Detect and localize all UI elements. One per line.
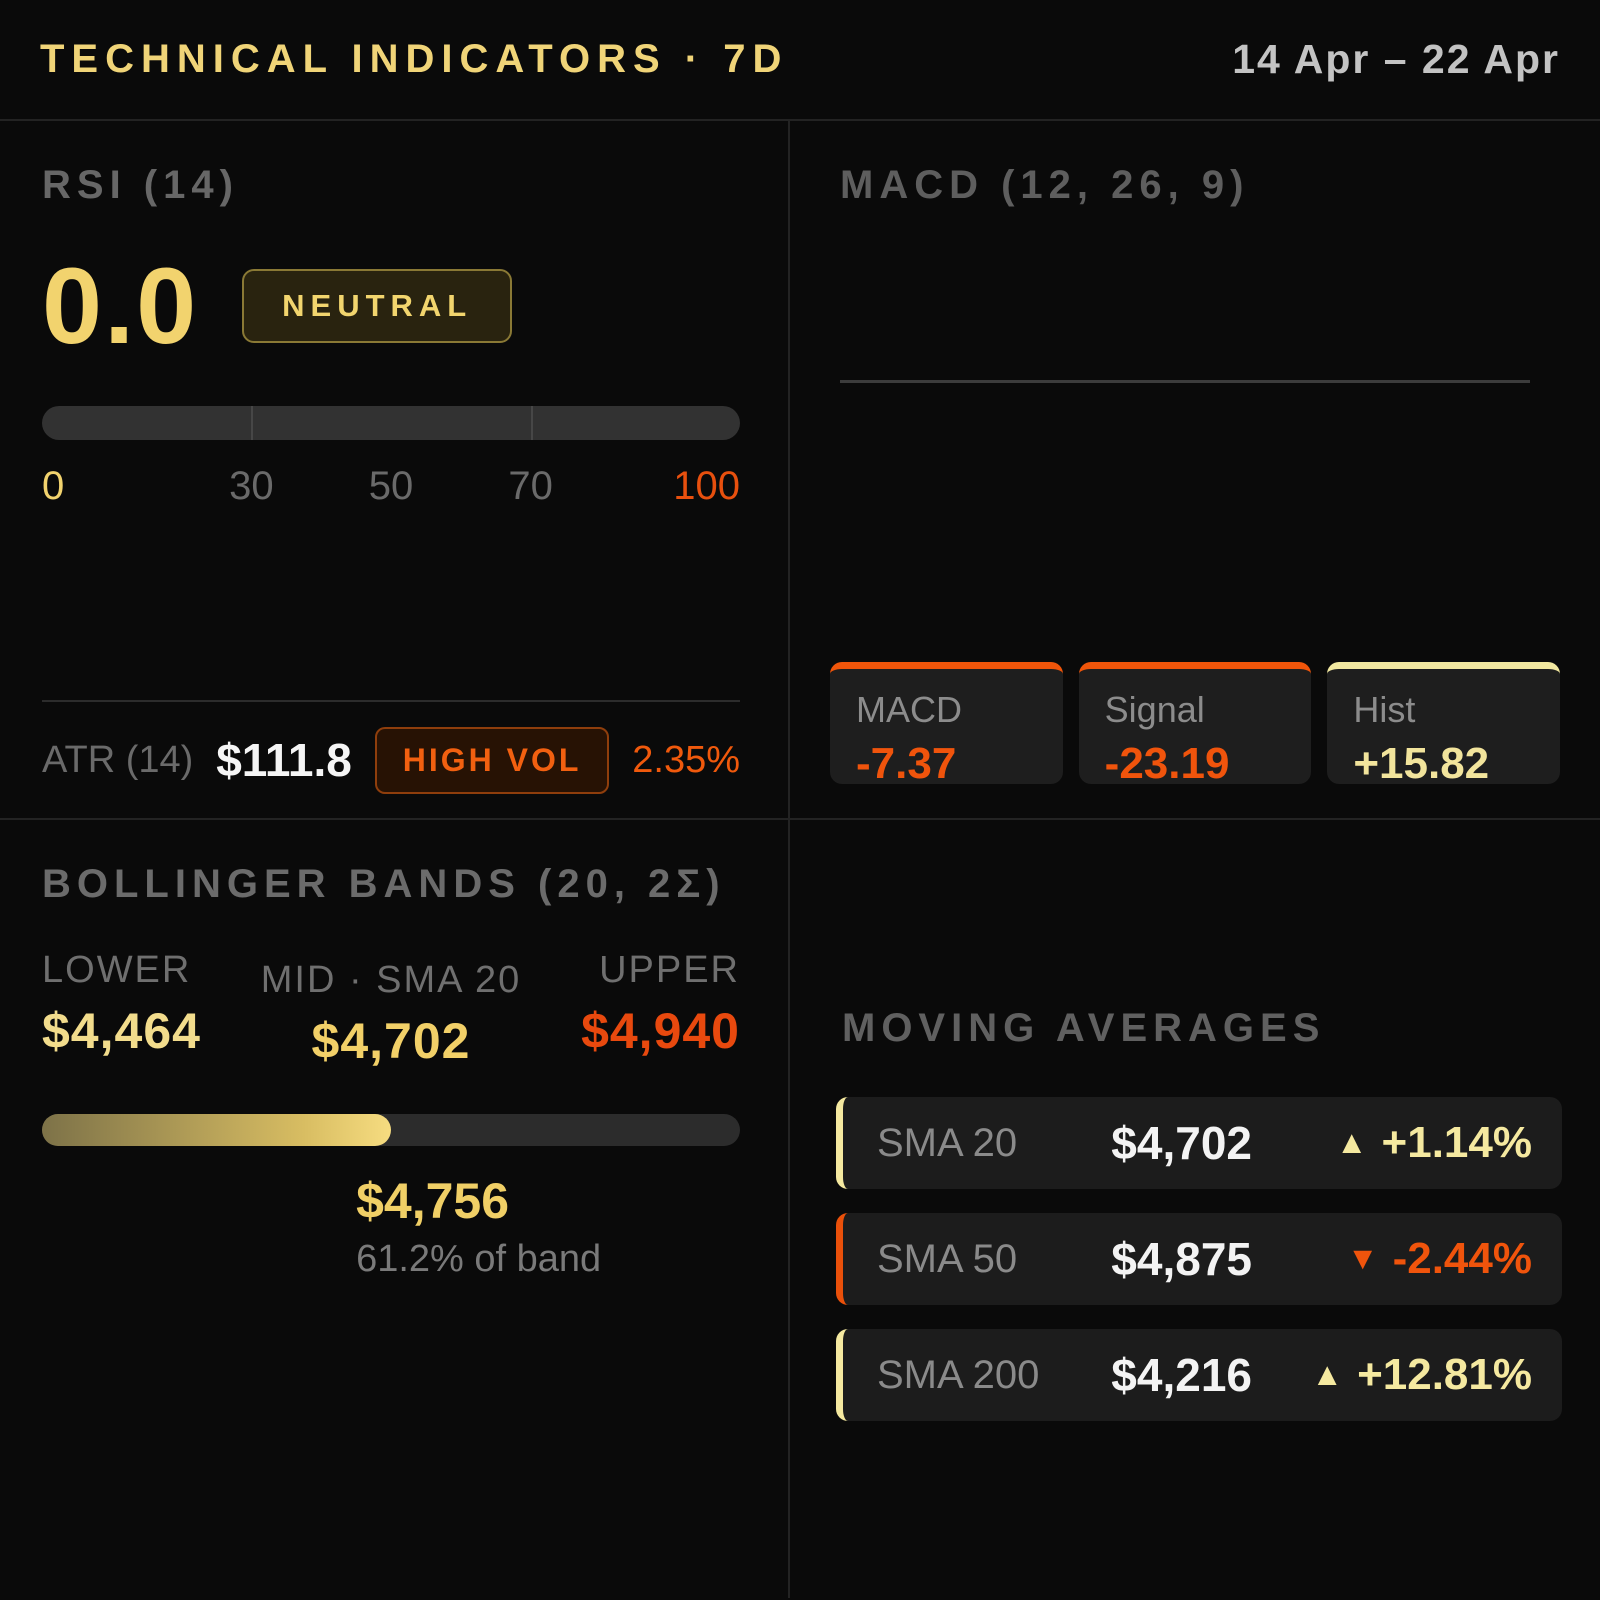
- macd-panel-title: MACD (12, 26, 9): [840, 163, 1250, 207]
- rsi-tick-30: 30: [229, 464, 274, 508]
- atr-value: $111.8: [216, 734, 352, 786]
- bollinger-lower-label: LOWER: [42, 949, 192, 991]
- bollinger-upper-value: $4,940: [581, 1003, 740, 1059]
- down-arrow-icon: ▼: [1346, 1240, 1379, 1276]
- bollinger-current-price: $4,756: [356, 1173, 510, 1229]
- signal-card-label: Signal: [1104, 689, 1205, 730]
- rsi-tick-100: 100: [673, 464, 740, 508]
- moving-averages-panel: MOVING AVERAGES SMA 20 $4,702 ▲ +1.14% SM…: [790, 820, 1600, 1598]
- hist-card-value: +15.82: [1353, 739, 1490, 788]
- sma20-change: ▲ +1.14%: [1252, 1118, 1532, 1168]
- bollinger-marker: $4,756 61.2% of band: [42, 1172, 740, 1281]
- date-range: 14 Apr – 22 Apr: [1232, 36, 1560, 82]
- rsi-status-badge: NEUTRAL: [242, 269, 513, 343]
- sma200-change: ▲ +12.81%: [1252, 1350, 1532, 1400]
- bollinger-position-fill: [42, 1114, 391, 1146]
- bollinger-upper-label: UPPER: [599, 949, 740, 991]
- page-title: TECHNICAL INDICATORS · 7D: [40, 37, 789, 81]
- moving-averages-rows: SMA 20 $4,702 ▲ +1.14% SMA 50 $4,875 ▼ -2.…: [836, 1097, 1562, 1421]
- bollinger-mid: MID · SMA 20 $4,702: [261, 949, 522, 1070]
- bollinger-mid-value: $4,702: [311, 1013, 471, 1069]
- macd-card-hist: Hist +15.82: [1327, 662, 1561, 788]
- macd-zero-line: [840, 380, 1530, 383]
- sma50-value: $4,875: [1111, 1233, 1252, 1285]
- sma200-change-value: +12.81%: [1357, 1350, 1532, 1399]
- rsi-scale: 0 30 50 70 100: [42, 464, 740, 508]
- atr-volatility-badge: HIGH VOL: [374, 726, 610, 794]
- header: TECHNICAL INDICATORS · 7D 14 Apr – 22 Ap…: [0, 0, 1600, 121]
- rsi-value-row: 0.0 NEUTRAL: [42, 245, 748, 366]
- bollinger-bands-row: LOWER $4,464 MID · SMA 20 $4,702 UPPER $…: [42, 949, 740, 1070]
- macd-cards: MACD -7.37 Signal -23.19 Hist +15.82: [830, 662, 1561, 788]
- bollinger-mid-label: MID · SMA 20: [260, 959, 522, 1001]
- bollinger-panel-title: BOLLINGER BANDS (20, 2Σ): [42, 862, 726, 906]
- sma20-label: SMA 20: [877, 1120, 1018, 1165]
- rsi-gauge: [42, 406, 740, 440]
- up-arrow-icon: ▲: [1335, 1124, 1368, 1160]
- rsi-tick-0: 0: [42, 464, 65, 508]
- atr-label: ATR (14): [42, 738, 194, 781]
- sma50-change-value: -2.44%: [1392, 1234, 1532, 1283]
- hist-card-label: Hist: [1353, 689, 1416, 730]
- rsi-gauge-divider-30: [251, 406, 254, 440]
- dashboard-grid: RSI (14) 0.0 NEUTRAL 0 30 50 70 100 ATR …: [0, 121, 1600, 1598]
- bollinger-lower-value: $4,464: [42, 1003, 201, 1059]
- moving-averages-title: MOVING AVERAGES: [842, 1006, 1326, 1050]
- sma20-change-value: +1.14%: [1381, 1118, 1532, 1167]
- macd-card-value: -7.37: [856, 739, 957, 788]
- sma20-value: $4,702: [1111, 1117, 1252, 1169]
- sma200-label: SMA 200: [877, 1352, 1040, 1397]
- macd-card-macd: MACD -7.37: [830, 662, 1063, 788]
- sma50-change: ▼ -2.44%: [1252, 1234, 1532, 1284]
- rsi-panel-title: RSI (14): [42, 163, 239, 207]
- macd-card-signal: Signal -23.19: [1078, 662, 1312, 788]
- sma50-label: SMA 50: [877, 1236, 1018, 1281]
- sma200-row: SMA 200 $4,216 ▲ +12.81%: [836, 1329, 1562, 1421]
- rsi-value: 0.0: [42, 245, 199, 366]
- signal-card-value: -23.19: [1104, 739, 1230, 788]
- bollinger-lower: LOWER $4,464: [42, 949, 201, 1070]
- rsi-tick-70: 70: [508, 464, 553, 508]
- bollinger-panel: BOLLINGER BANDS (20, 2Σ) LOWER $4,464 MI…: [0, 820, 790, 1598]
- bollinger-band-position: 61.2% of band: [356, 1238, 602, 1280]
- rsi-panel: RSI (14) 0.0 NEUTRAL 0 30 50 70 100 ATR …: [0, 121, 790, 820]
- rsi-gauge-divider-70: [530, 406, 533, 440]
- atr-row: ATR (14) $111.8 HIGH VOL 2.35%: [42, 700, 740, 818]
- macd-card-label: MACD: [856, 689, 962, 730]
- atr-percent: 2.35%: [632, 738, 740, 781]
- bollinger-position-bar: [42, 1114, 740, 1146]
- up-arrow-icon: ▲: [1311, 1356, 1344, 1392]
- sma50-row: SMA 50 $4,875 ▼ -2.44%: [836, 1213, 1562, 1305]
- sma20-row: SMA 20 $4,702 ▲ +1.14%: [836, 1097, 1562, 1189]
- sma200-value: $4,216: [1111, 1349, 1252, 1401]
- rsi-tick-50: 50: [368, 464, 414, 508]
- macd-panel: MACD (12, 26, 9) MACD -7.37 Signal -23.1…: [790, 121, 1600, 820]
- bollinger-upper: UPPER $4,940: [581, 949, 740, 1070]
